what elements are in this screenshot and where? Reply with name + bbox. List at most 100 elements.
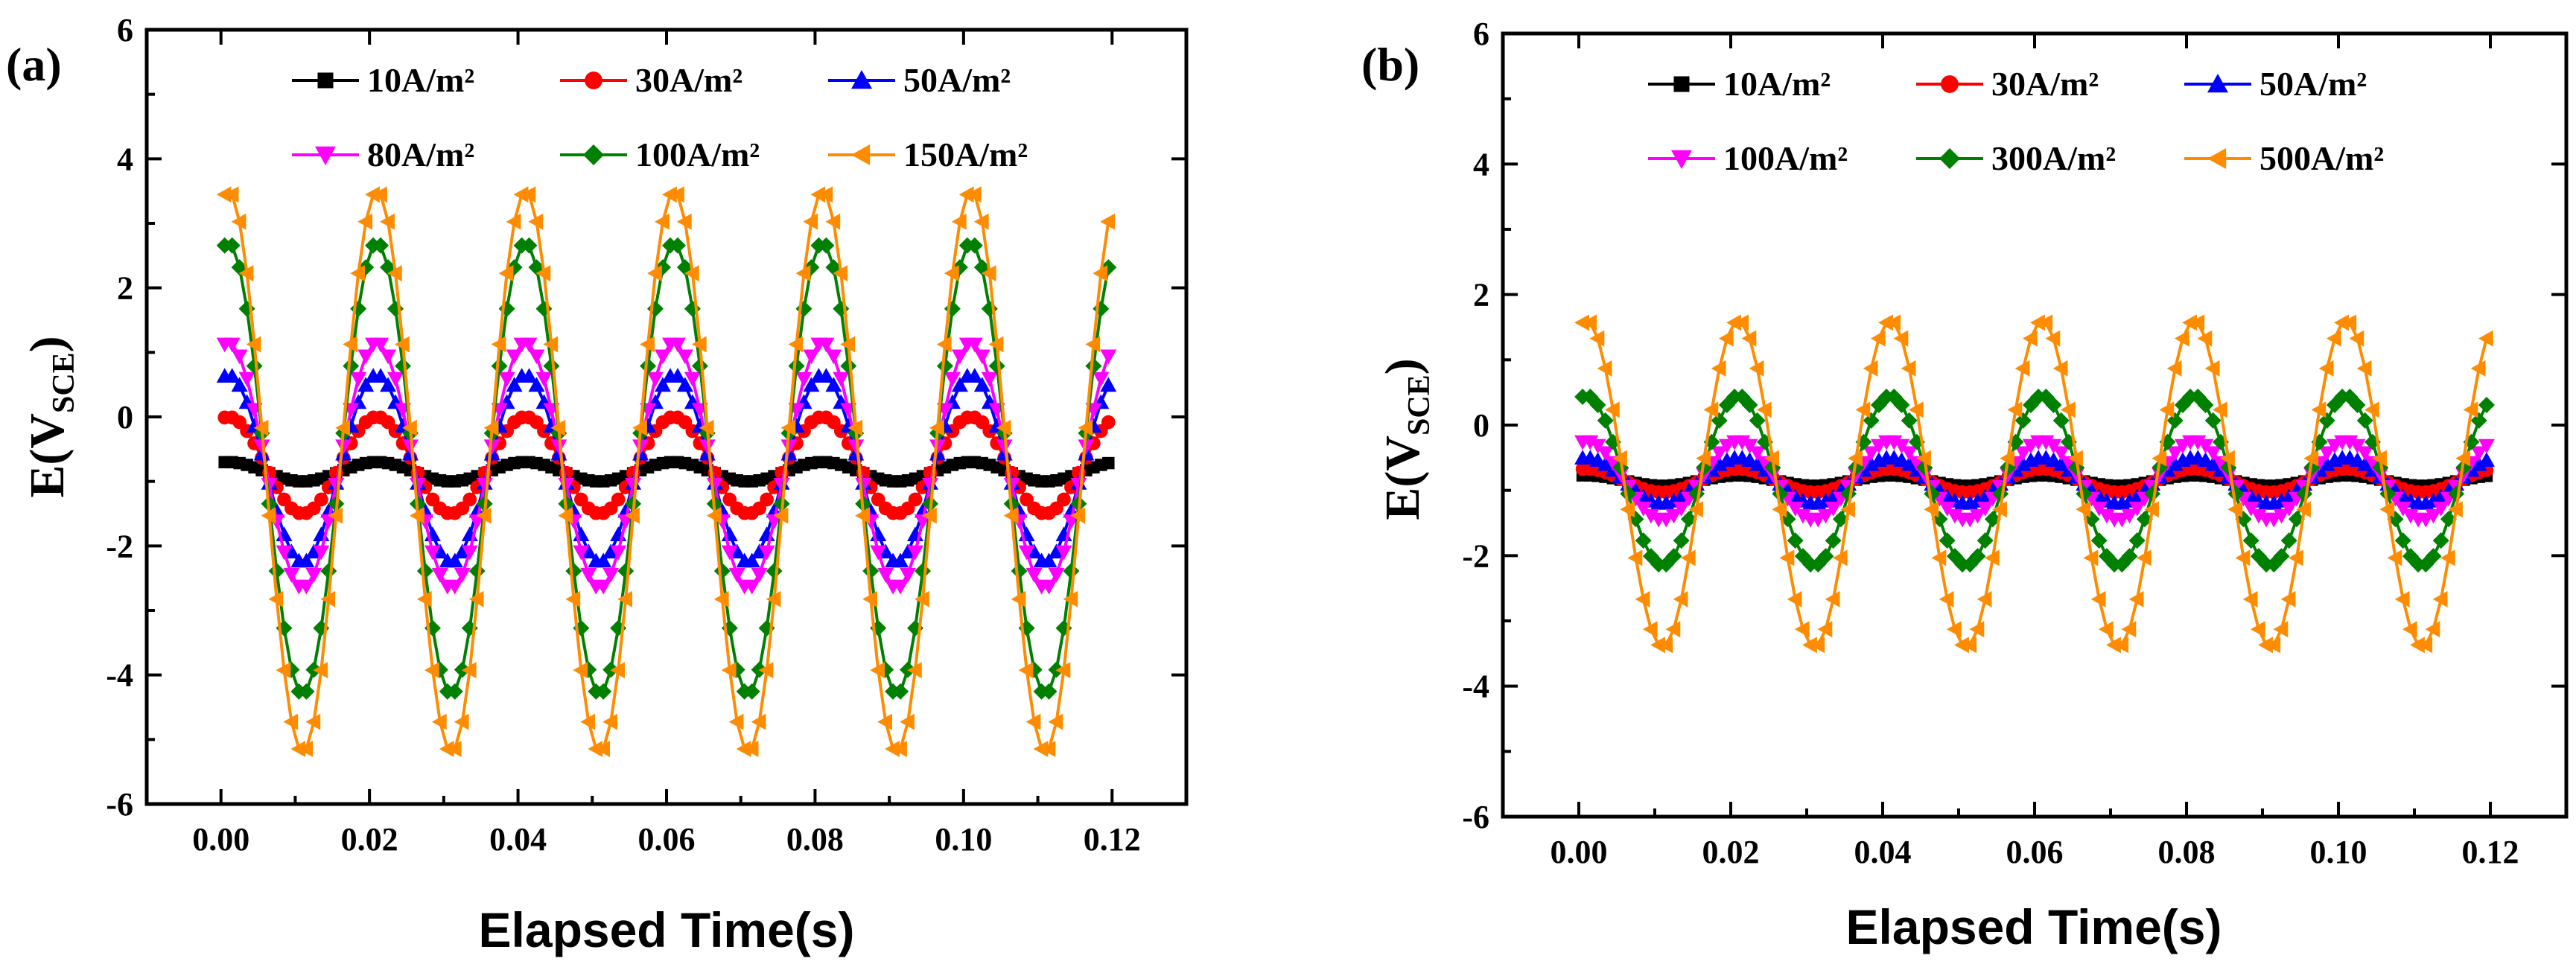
data-point (314, 492, 328, 507)
data-point (915, 563, 931, 579)
data-point (2478, 330, 2493, 347)
data-point (2318, 360, 2334, 377)
data-point (2128, 532, 2146, 549)
legend-label: 30A/m² (635, 61, 742, 99)
data-point (1817, 548, 1834, 565)
data-point (2318, 456, 2335, 471)
data-point (1749, 456, 1766, 471)
data-point (1794, 508, 1811, 524)
data-point (328, 507, 343, 524)
data-point (2242, 532, 2259, 549)
data-point (1093, 371, 1110, 387)
data-point (402, 419, 417, 436)
data-point (2090, 590, 2106, 607)
data-point (424, 545, 441, 561)
axis-ticks-a: 0.00 0.02 0.04 0.06 0.08 0.10 0.12 -6 -4 -2 0 2 4 6 (106, 12, 1186, 858)
data-point (2090, 532, 2108, 549)
data-point (1893, 397, 1910, 413)
y-tick-label: 2 (117, 270, 133, 307)
data-point (1886, 435, 1903, 450)
data-point (1886, 314, 1901, 331)
data-point (973, 213, 989, 230)
legend-label: 500A/m² (2259, 139, 2384, 177)
data-point (483, 419, 499, 436)
data-point (1100, 377, 1117, 392)
data-point (766, 590, 781, 607)
data-point (1003, 507, 1019, 524)
data-point (2166, 412, 2184, 429)
data-point (357, 349, 375, 365)
data-point (743, 741, 759, 757)
data-point (655, 377, 671, 392)
data-point (2030, 314, 2045, 331)
legend-marker (851, 70, 872, 89)
data-point (2121, 621, 2137, 638)
data-point (535, 371, 553, 387)
data-point (2227, 501, 2243, 518)
data-point (647, 265, 662, 282)
data-point (855, 507, 870, 524)
data-point (1916, 450, 1931, 467)
data-point (818, 337, 835, 353)
legend-marker (2207, 148, 2227, 169)
data-point (446, 579, 463, 595)
data-point (1855, 401, 1871, 418)
data-point (1908, 401, 1924, 418)
data-point (2356, 456, 2373, 471)
data-point (951, 349, 968, 365)
x-axis-title-b: Elapsed Time(s) (1846, 899, 2222, 954)
data-point (2204, 446, 2222, 462)
data-point (2273, 548, 2290, 565)
data-point (2220, 450, 2235, 467)
data-point (416, 590, 432, 607)
series-group-b (1574, 314, 2495, 654)
data-point (766, 563, 783, 579)
data-point (223, 186, 239, 203)
data-point (1863, 456, 1880, 471)
data-point (290, 741, 306, 757)
data-point (2463, 401, 2478, 418)
data-point (2425, 621, 2440, 638)
data-point (313, 662, 328, 679)
data-point (1650, 637, 1665, 654)
data-point (2052, 446, 2070, 462)
data-point (573, 662, 588, 679)
data-point (1810, 637, 1825, 654)
data-point (2098, 621, 2114, 638)
x-tick-label: 0.10 (935, 821, 992, 858)
data-point (387, 265, 402, 282)
data-point (1665, 621, 1681, 638)
data-point (343, 357, 360, 374)
data-point (773, 507, 789, 524)
series-line (224, 193, 1110, 750)
data-point (454, 567, 471, 583)
data-point (1589, 397, 1606, 413)
legend-item: 80A/m² (292, 135, 474, 173)
data-point (424, 662, 439, 679)
data-point (2470, 360, 2486, 377)
legend-label: 80A/m² (367, 135, 474, 173)
data-point (958, 186, 974, 203)
data-point (1946, 621, 1962, 638)
data-point (468, 563, 486, 579)
data-point (416, 563, 433, 579)
data-point (825, 213, 841, 230)
data-point (1741, 330, 1757, 347)
data-point (1711, 456, 1728, 471)
data-point (1878, 314, 1893, 331)
x-tick-label: 0.04 (1854, 834, 1912, 870)
legend-marker (1941, 75, 1959, 93)
data-point (2098, 508, 2115, 524)
data-point (908, 492, 923, 507)
data-point (1604, 401, 1620, 418)
data-point (395, 336, 410, 353)
data-point (788, 336, 804, 353)
data-point (936, 336, 952, 353)
legend-item: 150A/m² (828, 135, 1028, 173)
data-point (1085, 336, 1101, 353)
data-point (2455, 450, 2471, 467)
data-point (1870, 330, 1886, 347)
data-point (357, 213, 372, 230)
data-point (760, 492, 774, 507)
